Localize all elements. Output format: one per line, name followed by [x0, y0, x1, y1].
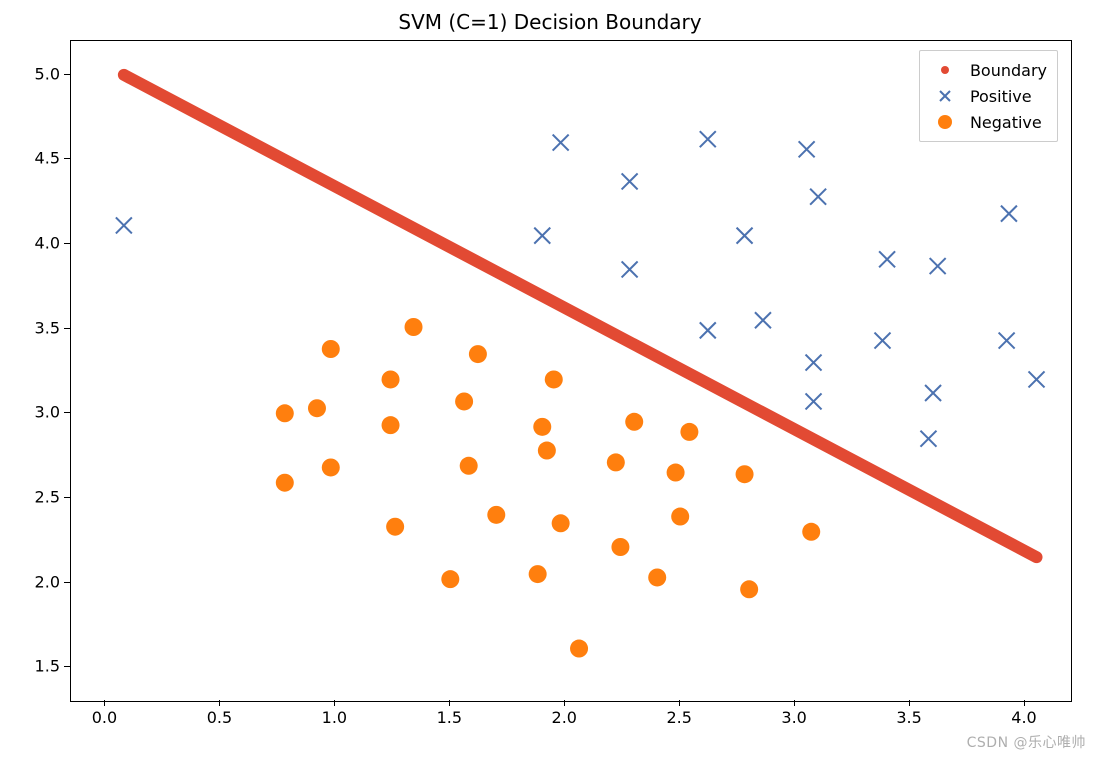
negative-point	[322, 458, 340, 476]
x-tick-mark	[794, 700, 795, 706]
legend-row: Boundary	[930, 57, 1047, 83]
negative-point	[533, 418, 551, 436]
negative-point	[405, 318, 423, 336]
x-tick-label: 1.5	[437, 708, 462, 727]
positive-point	[810, 189, 826, 205]
x-tick-label: 1.0	[322, 708, 347, 727]
figure: SVM (C=1) Decision Boundary Boundary Posi…	[0, 0, 1100, 758]
y-tick-label: 1.5	[35, 657, 60, 676]
negative-point	[545, 370, 563, 388]
negative-point	[276, 474, 294, 492]
positive-point	[1001, 206, 1017, 222]
legend-label: Negative	[970, 113, 1042, 132]
negative-point	[529, 565, 547, 583]
positive-point	[534, 228, 550, 244]
x-tick-mark	[679, 700, 680, 706]
x-tick-mark	[449, 700, 450, 706]
positive-point	[920, 431, 936, 447]
y-tick-label: 4.0	[35, 234, 60, 253]
x-tick-label: 4.0	[1011, 708, 1036, 727]
y-tick-mark	[64, 497, 70, 498]
positive-point	[999, 333, 1015, 349]
y-tick-mark	[64, 582, 70, 583]
y-tick-mark	[64, 328, 70, 329]
negative-point	[469, 345, 487, 363]
y-tick-mark	[64, 158, 70, 159]
positive-point	[806, 355, 822, 371]
y-tick-label: 5.0	[35, 64, 60, 83]
positive-point	[930, 258, 946, 274]
legend-row: Positive	[930, 83, 1047, 109]
x-tick-label: 3.5	[896, 708, 921, 727]
x-tick-label: 0.0	[92, 708, 117, 727]
negative-point	[382, 416, 400, 434]
positive-point	[737, 228, 753, 244]
negative-point	[736, 465, 754, 483]
negative-point	[382, 370, 400, 388]
negative-point	[308, 399, 326, 417]
positive-point	[874, 333, 890, 349]
y-tick-mark	[64, 412, 70, 413]
x-tick-label: 3.0	[781, 708, 806, 727]
positive-point	[700, 131, 716, 147]
negative-point	[671, 508, 689, 526]
y-tick-label: 3.5	[35, 318, 60, 337]
negative-point	[625, 413, 643, 431]
legend-swatch	[930, 86, 960, 106]
y-tick-mark	[64, 666, 70, 667]
x-tick-label: 2.0	[552, 708, 577, 727]
positive-point	[879, 251, 895, 267]
x-tick-label: 2.5	[666, 708, 691, 727]
legend-label: Boundary	[970, 61, 1047, 80]
negative-point	[455, 392, 473, 410]
negative-point	[667, 464, 685, 482]
x-tick-mark	[334, 700, 335, 706]
positive-point	[1029, 371, 1045, 387]
negative-point	[386, 518, 404, 536]
legend-swatch	[930, 112, 960, 132]
legend-swatch	[930, 60, 960, 80]
negative-point	[538, 442, 556, 460]
negative-point	[680, 423, 698, 441]
negative-point	[322, 340, 340, 358]
legend: Boundary Positive Negative	[919, 50, 1058, 142]
negative-point	[740, 580, 758, 598]
positive-point	[700, 322, 716, 338]
x-tick-mark	[1024, 700, 1025, 706]
positive-point	[799, 141, 815, 157]
y-tick-label: 2.0	[35, 572, 60, 591]
negative-point	[460, 457, 478, 475]
x-tick-mark	[909, 700, 910, 706]
boundary-line	[124, 75, 1037, 557]
legend-row: Negative	[930, 109, 1047, 135]
negative-point	[487, 506, 505, 524]
negative-point	[802, 523, 820, 541]
y-tick-label: 3.0	[35, 403, 60, 422]
y-tick-mark	[64, 74, 70, 75]
negative-point	[276, 404, 294, 422]
positive-point	[622, 261, 638, 277]
y-tick-mark	[64, 243, 70, 244]
x-tick-mark	[219, 700, 220, 706]
x-tick-mark	[104, 700, 105, 706]
positive-point	[622, 173, 638, 189]
negative-point	[648, 568, 666, 586]
x-tick-mark	[564, 700, 565, 706]
chart-title: SVM (C=1) Decision Boundary	[0, 10, 1100, 34]
positive-point	[116, 217, 132, 233]
positive-point	[553, 135, 569, 151]
legend-label: Positive	[970, 87, 1032, 106]
negative-point	[441, 570, 459, 588]
positive-point	[806, 393, 822, 409]
watermark-text: CSDN @乐心唯帅	[967, 732, 1086, 752]
x-tick-label: 0.5	[207, 708, 232, 727]
negative-point	[611, 538, 629, 556]
y-tick-label: 2.5	[35, 487, 60, 506]
positive-point	[755, 312, 771, 328]
negative-point	[607, 453, 625, 471]
y-tick-label: 4.5	[35, 149, 60, 168]
negative-point	[570, 640, 588, 658]
negative-point	[552, 514, 570, 532]
positive-point	[925, 385, 941, 401]
